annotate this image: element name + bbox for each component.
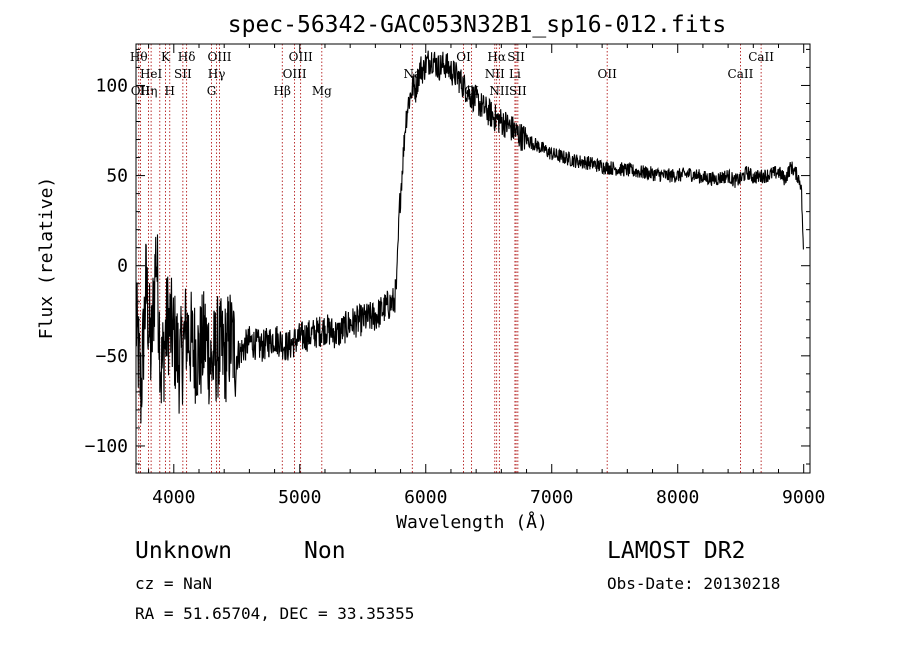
x-axis-label: Wavelength (Å) [396, 511, 548, 533]
line-label: OIII [207, 50, 231, 64]
line-label: Hη [140, 84, 158, 98]
line-label: OI [456, 50, 471, 64]
spectrum-line [135, 50, 804, 424]
x-tick-label: 6000 [404, 487, 447, 508]
y-axis-label: Flux (relative) [36, 177, 57, 340]
line-label: SII [509, 84, 527, 98]
x-tick-label: 7000 [530, 487, 573, 508]
chart-title: spec-56342-GAC053N32B1_sp16-012.fits [228, 12, 727, 38]
line-label: Hβ [274, 84, 291, 98]
line-label: OIII [289, 50, 313, 64]
spectral-line-labels: Hθ OII Hη HeI K H SII Hδ G Hγ OIII Hβ OIII OIII Mg Na OI… [130, 50, 774, 98]
line-label: OII [598, 67, 618, 81]
line-label: K [161, 50, 171, 64]
survey-name: LAMOST DR2 [607, 538, 746, 564]
line-label: CaII [748, 50, 774, 64]
object-class: Unknown [135, 538, 232, 564]
plot-frame [135, 43, 811, 474]
y-tick-label: 50 [106, 166, 128, 187]
spectral-line-markers [138, 44, 762, 473]
x-tick-label: 8000 [656, 487, 699, 508]
x-axis: 4000 5000 6000 7000 8000 9000 [148, 44, 825, 508]
line-label: SII [507, 50, 525, 64]
redshift-cz: cz = NaN [135, 574, 213, 593]
y-tick-label: −100 [85, 436, 128, 457]
line-label: Li [509, 67, 521, 81]
y-tick-label: −50 [95, 346, 128, 367]
object-subclass: Non [304, 538, 346, 564]
y-tick-label: 100 [95, 75, 128, 96]
x-tick-label: 5000 [278, 487, 321, 508]
x-tick-label: 4000 [152, 487, 195, 508]
line-label: NII [489, 84, 509, 98]
line-label: Hα [487, 50, 506, 64]
line-label: SII [174, 67, 192, 81]
line-label: Mg [312, 84, 332, 98]
y-axis: −100 −50 0 50 100 [85, 48, 810, 465]
line-label: Hθ [130, 50, 148, 64]
line-label: Hδ [178, 50, 196, 64]
line-label: Na [403, 67, 421, 81]
line-label: H [165, 84, 175, 98]
line-label: NII [485, 67, 505, 81]
line-label: G [207, 84, 217, 98]
x-tick-label: 9000 [782, 487, 825, 508]
line-label: OIII [283, 67, 307, 81]
line-label: CaII [728, 67, 754, 81]
line-label: HeI [140, 67, 163, 81]
coordinates: RA = 51.65704, DEC = 33.35355 [135, 604, 415, 623]
line-label: Hγ [208, 67, 226, 81]
observation-date: Obs-Date: 20130218 [607, 574, 781, 593]
y-tick-label: 0 [117, 256, 128, 277]
